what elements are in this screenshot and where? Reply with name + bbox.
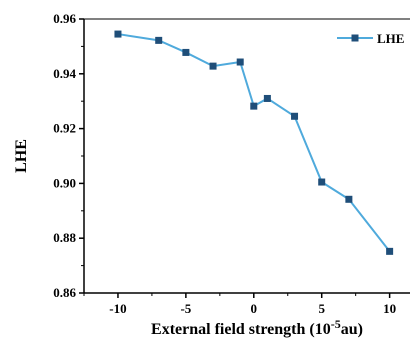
x-tick-label: -10: [109, 301, 126, 316]
ticks: 0.86 0.88 0.90 0.92 0.94 0.96 -10 -5 0 5 10: [53, 11, 396, 316]
x-axis-title-suffix: au): [341, 321, 363, 338]
y-axis-title: LHE: [13, 139, 30, 173]
data-point: [182, 48, 190, 56]
x-tick-label: 0: [251, 301, 258, 316]
y-tick-label: 0.92: [53, 121, 76, 136]
y-tick-label: 0.86: [53, 285, 76, 300]
legend-label: LHE: [377, 31, 404, 46]
y-tick-label: 0.94: [53, 66, 76, 81]
x-axis-title-main: External field strength (10: [151, 321, 331, 338]
data-point: [155, 36, 163, 44]
axes: [83, 18, 410, 294]
x-axis-title: External field strength (10-5au): [151, 317, 363, 338]
x-tick-label: 10: [383, 301, 396, 316]
x-tick-label: -5: [180, 301, 191, 316]
series-line: [117, 33, 391, 252]
x-tick-label: 5: [318, 301, 325, 316]
data-point: [318, 178, 326, 186]
legend-marker: [351, 34, 359, 42]
y-tick-label: 0.96: [53, 11, 76, 26]
series-layer: [114, 30, 394, 255]
legend: LHE: [337, 31, 404, 46]
x-axis-title-superscript: -5: [331, 317, 341, 331]
data-point: [345, 195, 353, 203]
data-point: [250, 102, 258, 110]
data-point: [236, 58, 244, 66]
data-point: [263, 94, 271, 102]
data-point: [386, 247, 394, 255]
y-tick-label: 0.90: [53, 175, 76, 190]
y-tick-label: 0.88: [53, 230, 76, 245]
data-point: [209, 62, 217, 70]
data-point: [291, 112, 299, 120]
data-point: [114, 30, 122, 38]
